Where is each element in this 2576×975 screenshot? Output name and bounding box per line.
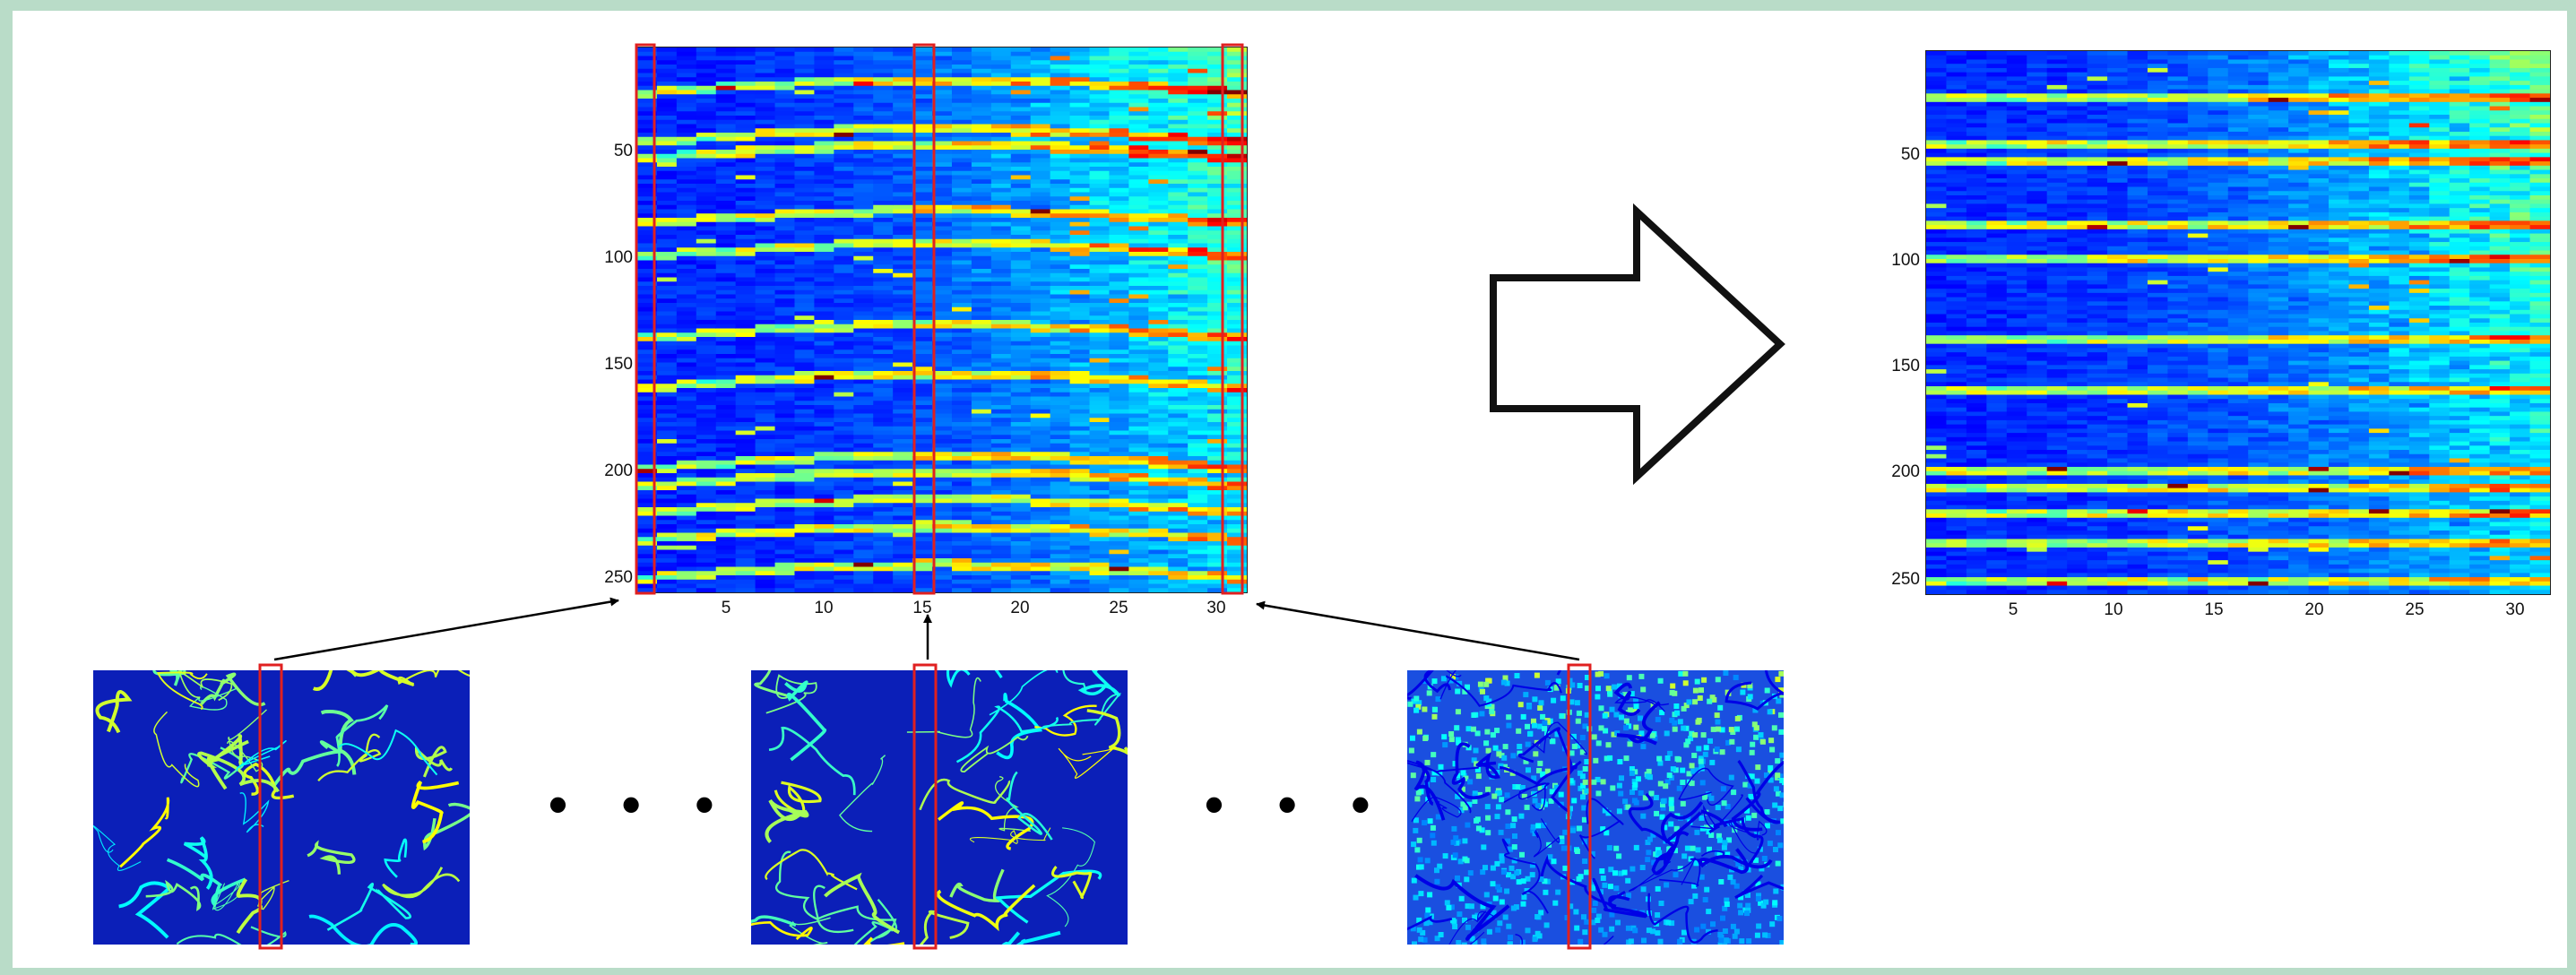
ellipsis-separator-1: • • • — [549, 774, 734, 834]
right-matrix-heatmap — [1926, 51, 2550, 594]
frame-thumbnail-middle — [751, 670, 1128, 945]
left-ytick-150: 150 — [604, 355, 633, 374]
right-ytick-200: 200 — [1891, 462, 1920, 481]
right-xtick-25: 25 — [2405, 600, 2425, 619]
right-xtick-5: 5 — [2008, 600, 2018, 619]
left-matrix-heatmap — [637, 47, 1247, 592]
ellipsis-separator-2: • • • — [1205, 774, 1390, 834]
right-xtick-15: 15 — [2204, 600, 2224, 619]
right-xtick-10: 10 — [2104, 600, 2123, 619]
left-xtick-15: 15 — [912, 599, 932, 617]
left-xtick-5: 5 — [721, 599, 731, 617]
right-xtick-30: 30 — [2505, 600, 2525, 619]
left-ytick-200: 200 — [604, 462, 633, 480]
left-xtick-25: 25 — [1109, 599, 1128, 617]
left-matrix-plot — [636, 47, 1248, 593]
left-ytick-250: 250 — [604, 568, 633, 587]
right-ytick-100: 100 — [1891, 251, 1920, 270]
right-ytick-150: 150 — [1891, 357, 1920, 375]
right-matrix-plot — [1925, 50, 2551, 595]
left-xtick-30: 30 — [1206, 599, 1226, 617]
right-ytick-50: 50 — [1900, 145, 1920, 164]
left-xtick-10: 10 — [814, 599, 834, 617]
right-xtick-20: 20 — [2304, 600, 2324, 619]
frame-thumbnail-last — [1407, 670, 1784, 945]
right-ytick-250: 250 — [1891, 570, 1920, 589]
left-xtick-20: 20 — [1010, 599, 1030, 617]
left-ytick-100: 100 — [604, 248, 633, 267]
frame-thumbnail-first — [93, 670, 470, 945]
left-ytick-50: 50 — [613, 142, 633, 160]
